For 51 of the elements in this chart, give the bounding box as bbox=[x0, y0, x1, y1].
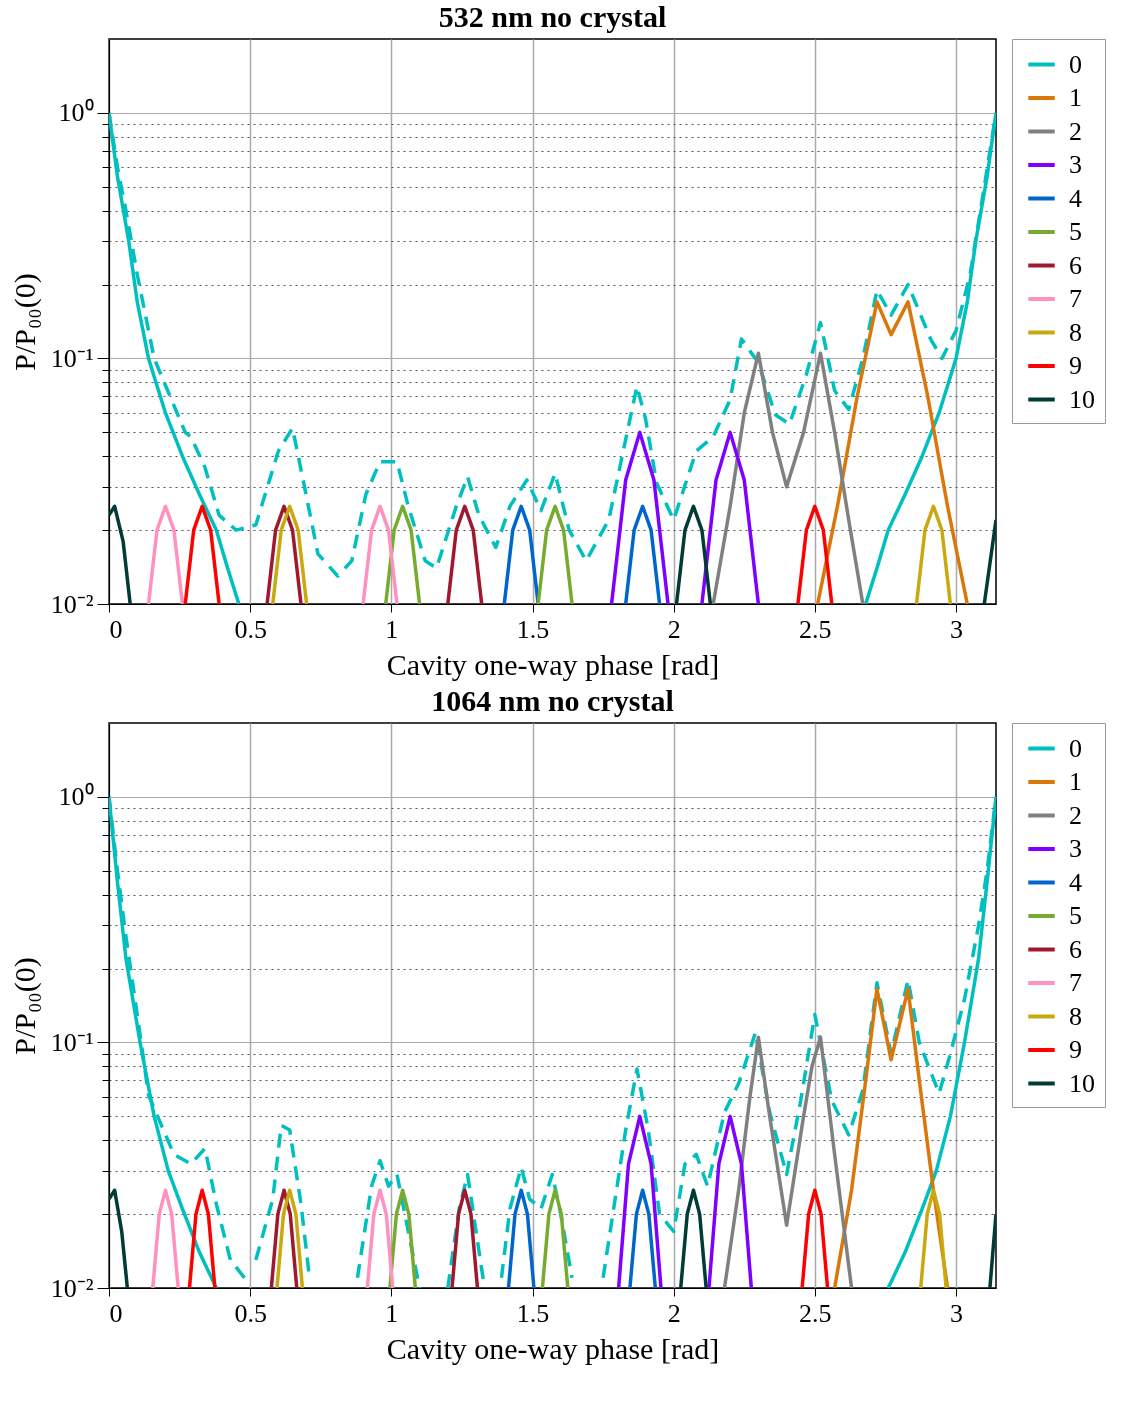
legend-label: 5 bbox=[1069, 217, 1082, 246]
legend-label: 0 bbox=[1069, 49, 1082, 79]
line-series bbox=[711, 351, 865, 604]
x-tick-label: 1 bbox=[385, 614, 399, 644]
legend-label: 3 bbox=[1069, 150, 1082, 179]
legend-label: 6 bbox=[1069, 250, 1082, 280]
x-tick-label: 1.5 bbox=[516, 1298, 550, 1328]
legend-label: 6 bbox=[1069, 934, 1082, 964]
legend-label: 1 bbox=[1069, 83, 1082, 112]
legend-label: 3 bbox=[1069, 834, 1082, 863]
x-tick-label: 1 bbox=[385, 1298, 399, 1328]
chart-title: 1064 nm no crystal bbox=[431, 683, 674, 717]
x-tick-label: 2 bbox=[667, 1298, 681, 1328]
legend-label: 9 bbox=[1069, 1035, 1082, 1064]
y-axis-title: P/P₀₀(0) bbox=[7, 273, 42, 371]
x-tick-label: 0 bbox=[109, 1298, 123, 1328]
legend-label: 4 bbox=[1069, 867, 1082, 897]
x-tick-label: 0 bbox=[109, 614, 123, 644]
x-tick-label: 2.5 bbox=[799, 614, 832, 644]
legend-label: 4 bbox=[1069, 183, 1082, 213]
legend-label: 2 bbox=[1069, 116, 1082, 146]
x-tick-label: 1.5 bbox=[516, 614, 550, 644]
line-series bbox=[815, 300, 970, 604]
y-tick-label: 10⁻¹ bbox=[50, 343, 94, 373]
legend-label: 7 bbox=[1069, 968, 1082, 997]
legend-label: 5 bbox=[1069, 901, 1082, 930]
x-axis-title: Cavity one-way phase [rad] bbox=[386, 1331, 720, 1365]
legend-label: 2 bbox=[1069, 800, 1082, 830]
y-tick-label: 10⁰ bbox=[58, 98, 94, 128]
legend-label: 8 bbox=[1069, 1001, 1082, 1031]
legend-label: 8 bbox=[1069, 317, 1082, 347]
x-axis-title: Cavity one-way phase [rad] bbox=[386, 647, 720, 681]
legend-label: 10 bbox=[1069, 1068, 1095, 1098]
legend-label: 9 bbox=[1069, 351, 1082, 380]
x-tick-label: 0.5 bbox=[234, 614, 267, 644]
x-tick-label: 2 bbox=[667, 614, 681, 644]
y-tick-label: 10⁻² bbox=[50, 1273, 94, 1303]
legend-label: 1 bbox=[1069, 767, 1082, 796]
y-axis-title: P/P₀₀(0) bbox=[7, 957, 42, 1055]
legend-label: 7 bbox=[1069, 284, 1082, 313]
x-tick-label: 0.5 bbox=[234, 1298, 267, 1328]
legend-label: 10 bbox=[1069, 384, 1095, 414]
x-tick-label: 2.5 bbox=[799, 1298, 832, 1328]
y-tick-label: 10⁻² bbox=[50, 589, 94, 619]
legend-label: 0 bbox=[1069, 733, 1082, 763]
x-tick-label: 3 bbox=[950, 614, 964, 644]
y-tick-label: 10⁰ bbox=[58, 782, 94, 812]
line-series bbox=[722, 1035, 854, 1288]
chart-title: 532 nm no crystal bbox=[438, 0, 667, 33]
x-tick-label: 3 bbox=[950, 1298, 964, 1328]
y-tick-label: 10⁻¹ bbox=[50, 1027, 94, 1057]
